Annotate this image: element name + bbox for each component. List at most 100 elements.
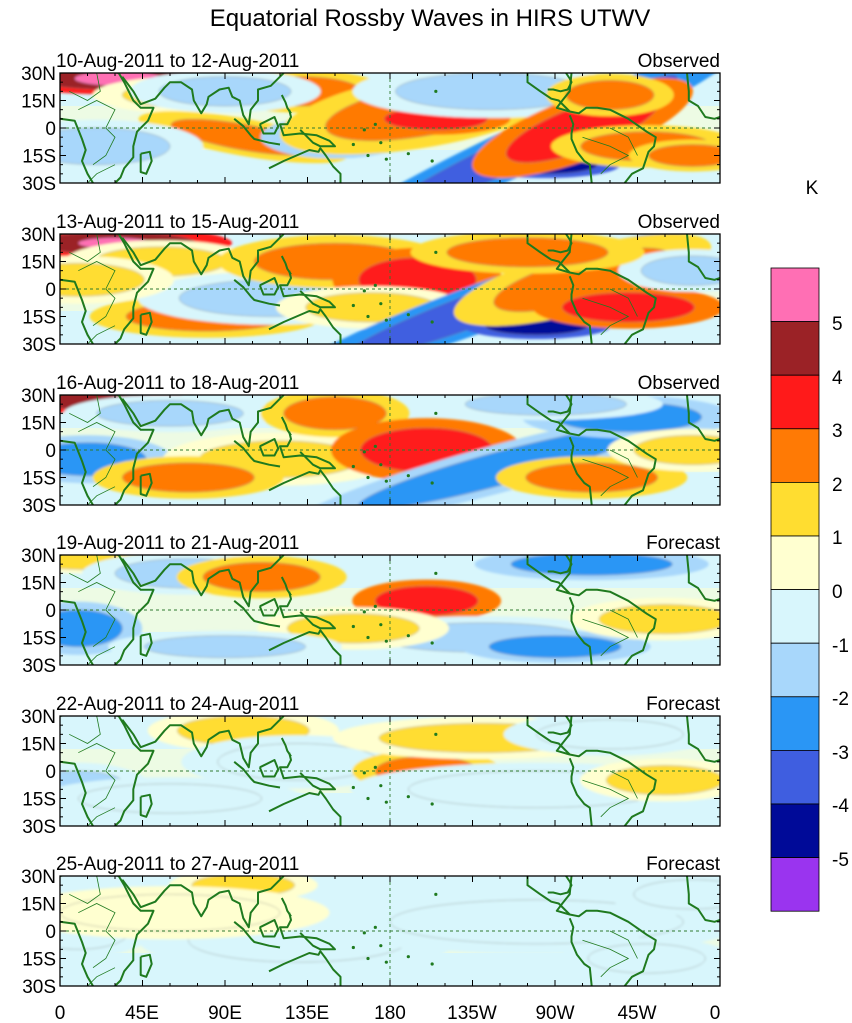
colorbar-level-label: 1 [832, 528, 843, 549]
country-border [582, 297, 630, 336]
anomaly-core [640, 255, 720, 286]
island [379, 623, 383, 627]
coastline [280, 737, 292, 757]
island [384, 960, 388, 964]
island [430, 641, 434, 645]
lat-label: 30S [22, 335, 56, 356]
island [430, 159, 434, 163]
colorbar: K 5 4 3 2 1 0 -1 -2 -3 -4 -5 [770, 178, 849, 912]
lat-label: 30S [22, 977, 56, 998]
coastline [568, 757, 593, 826]
lat-label: 30S [22, 174, 56, 195]
island [366, 956, 370, 961]
colorbar-level-label: -4 [832, 796, 849, 817]
coastline [139, 632, 153, 657]
lat-label: 30N [21, 546, 56, 567]
panel-2: 13-Aug-2011 to 15-Aug-2011 Observed 30N 1… [21, 212, 721, 356]
panel-map: 30N 15N 0 15S 30S [21, 386, 721, 517]
anomaly-core [633, 435, 720, 465]
map-frame [59, 233, 721, 345]
island [434, 732, 438, 736]
anomaly-core [60, 263, 145, 297]
panel-date-range: 10-Aug-2011 to 12-Aug-2011 [56, 51, 299, 72]
colorbar-box [770, 267, 820, 322]
coastline [547, 73, 573, 93]
coastline [60, 599, 94, 665]
coastline [121, 716, 285, 769]
coastline [121, 234, 285, 287]
anomaly-core [536, 719, 684, 750]
coastline [258, 277, 280, 296]
colorbar-level-label: -5 [832, 850, 849, 871]
island [351, 464, 355, 469]
island [406, 474, 410, 478]
country-border [609, 127, 638, 156]
panel-map: 30N 15N 0 15S 30S [21, 64, 721, 195]
colorbar-box [770, 696, 820, 751]
anomaly-core [633, 879, 720, 910]
country-border [69, 395, 101, 423]
colorbar-level-label: -1 [832, 636, 849, 657]
panel-date-range: 19-Aug-2011 to 21-Aug-2011 [56, 533, 299, 554]
coastline [60, 278, 94, 344]
anomaly-core [488, 635, 622, 658]
coastline [139, 793, 153, 818]
colorbar-unit: K [806, 178, 819, 199]
coastline [568, 114, 593, 183]
anomaly-core [562, 292, 695, 323]
island [351, 142, 355, 147]
coastline [526, 234, 571, 274]
coastline [298, 227, 307, 233]
lat-label: 15N [21, 92, 56, 113]
island [434, 571, 438, 575]
panel-kind-label: Forecast [646, 533, 721, 554]
coastline [555, 395, 657, 505]
coastline [233, 440, 281, 468]
island [362, 931, 366, 935]
island [434, 250, 438, 254]
map-field [60, 555, 720, 665]
country-border [609, 288, 638, 317]
lon-label: 0 [710, 1003, 721, 1023]
anomaly-contours [60, 555, 720, 663]
coastline [258, 116, 280, 135]
country-border [78, 582, 116, 648]
figure-title: Equatorial Rossby Waves in HIRS UTWV [210, 5, 651, 32]
country-border [609, 609, 638, 638]
coastline [279, 912, 336, 951]
country-border [582, 136, 630, 175]
coastline [547, 234, 573, 254]
island [366, 796, 370, 801]
lon-label: 45E [125, 1003, 159, 1023]
coastline [233, 279, 281, 307]
anomaly-core [144, 635, 306, 658]
coastline [526, 716, 571, 756]
island [406, 634, 410, 638]
coastline [547, 555, 573, 575]
lat-label: 15S [22, 469, 56, 490]
coastline [298, 869, 307, 875]
country-border [582, 458, 630, 497]
island [366, 314, 370, 319]
coastline [60, 876, 155, 986]
anomaly-core [648, 144, 720, 167]
coastline [139, 472, 153, 497]
island [373, 604, 377, 608]
colorbar-boxes [770, 267, 820, 912]
island [379, 463, 383, 467]
coastline [121, 395, 285, 448]
panel-5: 22-Aug-2011 to 24-Aug-2011 Forecast 30N 1… [21, 694, 721, 838]
country-border [69, 234, 101, 262]
lat-label: 15N [21, 735, 56, 756]
island [430, 481, 434, 485]
island [379, 944, 383, 948]
lon-label: 90W [535, 1003, 574, 1023]
map-frame [59, 72, 721, 184]
coastline [686, 716, 720, 763]
panel-map: 30N 15N 0 15S 30S [21, 225, 721, 356]
island [379, 784, 383, 788]
coastline [139, 953, 153, 978]
colorbar-level-label: 3 [832, 421, 843, 442]
coastlines [60, 555, 720, 665]
